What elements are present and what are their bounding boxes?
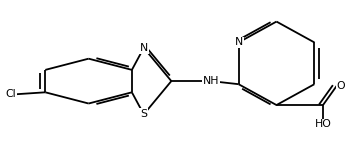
Text: NH: NH xyxy=(203,76,219,86)
Text: Cl: Cl xyxy=(6,89,16,99)
Text: S: S xyxy=(140,109,147,119)
Text: O: O xyxy=(337,81,346,91)
Text: N: N xyxy=(140,43,148,53)
Text: N: N xyxy=(235,37,243,47)
Text: HO: HO xyxy=(315,119,331,129)
